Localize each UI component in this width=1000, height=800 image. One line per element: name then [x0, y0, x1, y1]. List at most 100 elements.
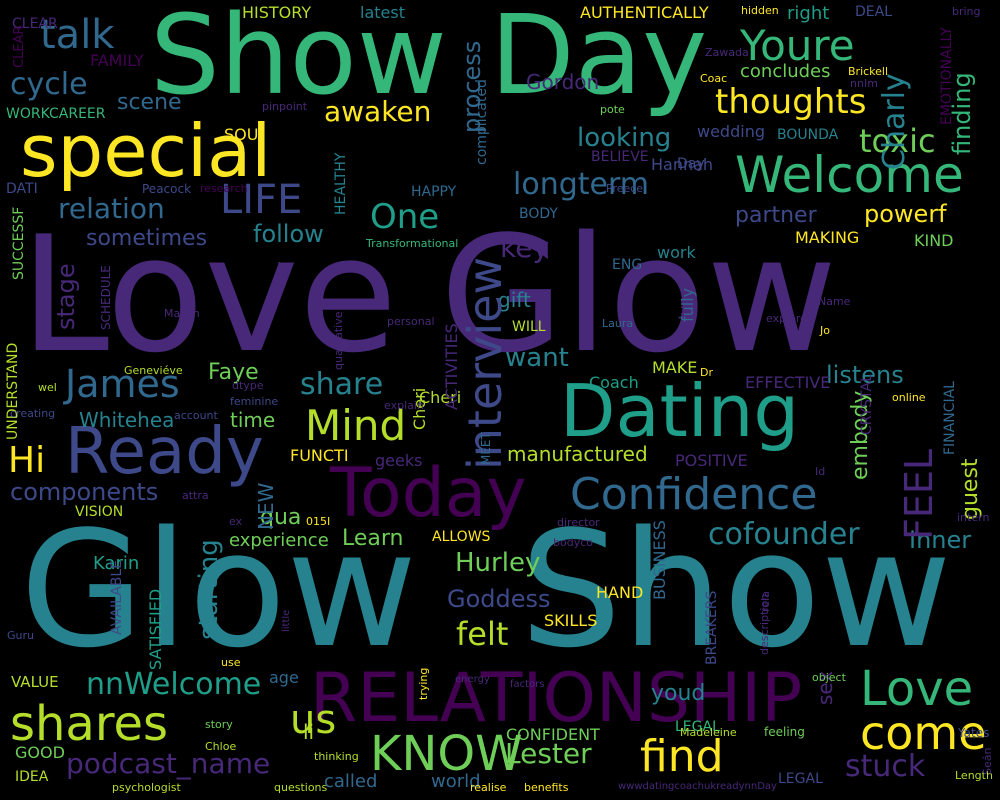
word-tiny-benefits: benefits — [524, 781, 569, 794]
word-idea: IDEA — [15, 769, 49, 785]
word-will: WILL — [512, 319, 546, 335]
word-tiny-intern: intern — [957, 511, 990, 524]
word-allows: ALLOWS — [432, 529, 491, 545]
word-relationship: RELATIONSHIP — [310, 659, 803, 738]
word-relation: relation — [58, 192, 165, 225]
word-stage: stage — [52, 263, 80, 330]
word-key: key — [500, 231, 550, 264]
word-tiny-zawada: Zawada — [705, 46, 749, 59]
word-nnwelcome: nnWelcome — [86, 667, 262, 702]
word-tiny-015i: 015I — [306, 515, 331, 528]
word-age: age — [269, 668, 299, 687]
word-tiny-preece: Preece — [606, 182, 644, 195]
word-tiny-brickell: Brickell — [848, 65, 889, 78]
word-workcareer: WORKCAREER — [6, 106, 106, 122]
word-tiny-explore: explore — [766, 312, 807, 325]
word-understand: UNDERSTAND — [5, 342, 21, 440]
word-tiny-genevieve: Geneviéve — [124, 364, 183, 377]
word-glow: Glow — [440, 201, 838, 388]
word-satisfied: SATISFIED — [146, 588, 165, 670]
word-tiny-guru: Guru — [7, 629, 34, 642]
word-looking: looking — [577, 123, 672, 153]
word-time: time — [230, 408, 276, 432]
word-felt: felt — [456, 615, 509, 653]
word-learn: Learn — [342, 526, 404, 551]
word-tiny-chloe: Chloe — [205, 740, 237, 753]
word-tiny-pinpoint: pinpoint — [262, 100, 308, 113]
word-breakers: BREAKERS — [704, 590, 720, 665]
word-goddess: Goddess — [447, 585, 551, 613]
word-tiny-research: research — [200, 182, 248, 195]
word-dati-3: DATI — [6, 181, 38, 197]
word-longterm: longterm — [513, 167, 649, 202]
word-whitehea: Whitehea — [79, 408, 175, 432]
word-mind: Mind — [305, 401, 407, 450]
word-latest: latest — [360, 3, 405, 22]
word-tiny-nnim: nnIm — [850, 77, 878, 90]
word-tiny-feeling: feeling — [764, 725, 805, 739]
word-confidence: Confidence — [570, 469, 818, 520]
word-tiny-hidden: hidden — [741, 4, 779, 17]
word-schedule: SCHEDULE — [99, 265, 113, 330]
word-clear: CLEAR — [12, 16, 58, 32]
word-sou: SOU — [224, 125, 259, 144]
word-confident: CONFIDENT — [506, 725, 600, 744]
word-talk: talk — [40, 12, 115, 58]
word-legal: LEGAL — [778, 771, 823, 787]
word-geeks: geeks — [375, 451, 423, 470]
word-toxic: toxic — [859, 122, 936, 160]
word-hi-2: Hi — [8, 440, 46, 481]
word-tiny-trying: trying — [417, 667, 430, 700]
word-tiny-yates: Yates — [958, 726, 990, 740]
word-cofounder: cofounder — [708, 517, 860, 552]
word-day: Day — [490, 0, 708, 119]
word-tiny-attra: attra — [182, 489, 209, 502]
word-youd: youd — [651, 681, 706, 706]
word-tiny-creating: creating — [10, 407, 56, 420]
word-love-2: Love — [860, 661, 974, 717]
word-youre: Youre — [740, 21, 855, 70]
word-tiny-dtype: dtype — [232, 379, 264, 392]
word-special: special — [20, 109, 272, 193]
word-tiny-questions: questions — [274, 781, 328, 794]
word-tiny-id: Id — [815, 465, 826, 478]
word-experience: experience — [229, 530, 329, 551]
word-functi: FUNCTI — [290, 446, 349, 465]
word-happy: HAPPY — [411, 184, 457, 200]
word-financial: FINANCIAL — [942, 381, 958, 455]
word-lester: Lester — [505, 737, 592, 770]
word-meet: MEET — [479, 432, 493, 465]
word-tiny-director: director — [557, 516, 600, 529]
word-show: Show — [520, 496, 952, 683]
word-tiny-laura: Laura — [602, 317, 634, 330]
word-tiny-little: little — [281, 609, 292, 632]
word-awaken: awaken — [324, 95, 432, 128]
word-tiny-bodyco: bodyco — [553, 536, 593, 549]
word-crystal: CRYSTAL — [859, 374, 875, 435]
word-make: MAKE — [652, 358, 698, 377]
word-coach: Coach — [589, 373, 639, 392]
word-podcast-name: podcast_name — [66, 747, 271, 780]
word-tiny-jo: Jo — [820, 324, 830, 337]
word-ready: Ready — [65, 415, 264, 489]
word-tiny-object: object — [812, 671, 846, 684]
word-tiny-use: use — [221, 656, 241, 669]
word-partner: partner — [735, 203, 817, 228]
word-available: AVAILABLE — [109, 559, 125, 635]
word-fully: fully — [678, 287, 697, 322]
word-want: want — [505, 343, 569, 373]
word-hannah: Hannah — [651, 155, 714, 174]
word-find: find — [640, 731, 724, 782]
word-tiny-dr: Dr — [700, 366, 713, 379]
word-family: FAMILY — [90, 51, 144, 70]
word-tiny-peacock: Peacock — [142, 182, 192, 196]
word-history: HISTORY — [242, 3, 312, 22]
word-life: LIFE — [220, 177, 303, 223]
word-tiny-story: story — [205, 718, 233, 731]
word-karin: Karin — [93, 553, 140, 574]
word-welcome: Welcome — [735, 146, 964, 204]
word-james: James — [65, 362, 180, 406]
word-activities: ACTIVITIES — [442, 323, 461, 410]
word-authentically: AUTHENTICALLY — [580, 3, 709, 22]
